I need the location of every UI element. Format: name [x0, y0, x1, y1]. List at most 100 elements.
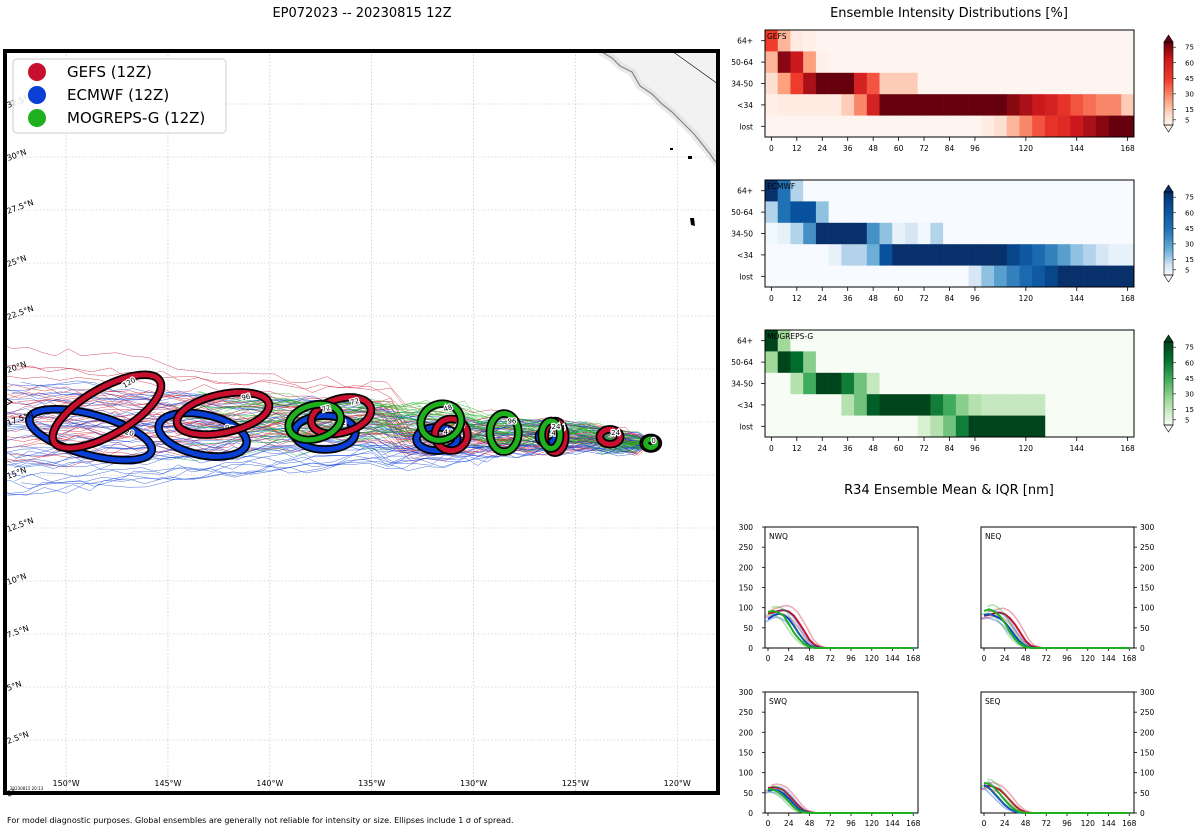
heatmap-cell	[866, 201, 880, 224]
heatmap-cell	[1057, 222, 1071, 245]
heatmap-cell	[790, 180, 804, 202]
colorbar-arrow-bottom	[1163, 274, 1174, 283]
heatmap-cell	[904, 51, 918, 74]
r34-panel-nwq: NWQ 0 24 48 72 96 120 144 168 0 50 100 150 200 250 300	[739, 523, 921, 663]
heatmap-cell	[1121, 94, 1135, 116]
heatmap-cell	[1057, 265, 1071, 288]
colorbar-segment	[1164, 362, 1173, 366]
heatmap-cell	[777, 115, 791, 138]
heatmap-cell	[815, 351, 829, 374]
heatmap-cell	[892, 222, 906, 245]
heatmap-cell	[943, 372, 957, 395]
r34-xtick-label: 144	[1101, 654, 1116, 663]
heatmap-cell	[892, 51, 906, 74]
heatmap-xtick-label: 84	[945, 294, 955, 303]
colorbar-tick-label: 60	[1185, 359, 1194, 367]
colorbar-arrow-top	[1163, 34, 1174, 43]
colorbar-segment	[1164, 414, 1173, 418]
heatmap-cell	[968, 51, 982, 74]
heatmap-row-label: lost	[739, 122, 753, 131]
heatmap-cell	[815, 30, 829, 52]
heatmap-cell	[930, 415, 944, 438]
heatmap-cell	[1070, 30, 1084, 52]
heatmap-cell	[981, 351, 995, 374]
heatmap-cell	[854, 415, 868, 438]
heatmap-cell	[1083, 222, 1097, 245]
heatmap-cell	[981, 115, 995, 138]
heatmap-cell	[1095, 115, 1109, 138]
heatmap-cell	[854, 351, 868, 374]
heatmap-cell	[1057, 51, 1071, 74]
heatmap-cell	[1019, 115, 1033, 138]
r34-ytick-label: 0	[1140, 644, 1145, 653]
heatmap-cell	[968, 222, 982, 245]
heatmap-xtick-label: 72	[919, 144, 929, 153]
r34-title: R34 Ensemble Mean & IQR [nm]	[844, 483, 1054, 498]
r34-ytick-label: 150	[1140, 584, 1155, 593]
heatmap-cell	[994, 372, 1008, 395]
colorbar-segment	[1164, 352, 1173, 355]
r34-ytick-label: 300	[739, 688, 754, 697]
heatmap-cell	[854, 115, 868, 138]
colorbar-tick-label: 75	[1185, 194, 1194, 202]
heatmap-cell	[994, 351, 1008, 374]
heatmap-cell	[1006, 115, 1020, 138]
heatmap-cell	[1070, 51, 1084, 74]
heatmap-xtick-label: 0	[769, 294, 774, 303]
heatmap-xtick-label: 120	[1019, 144, 1034, 153]
heatmap-cell	[917, 30, 931, 52]
heatmap-cell	[955, 394, 969, 416]
colorbar-tick-label: 45	[1185, 225, 1194, 233]
heatmap-cell	[1032, 180, 1046, 202]
heatmap-cell	[917, 372, 931, 395]
heatmap-cell	[981, 330, 995, 352]
heatmap-cell	[879, 415, 893, 438]
heatmap-cell	[1108, 201, 1122, 224]
heatmap-cell	[866, 72, 880, 95]
heatmap-cell	[1095, 51, 1109, 74]
heatmap-cell	[1121, 115, 1135, 138]
heatmap-cell	[1006, 180, 1020, 202]
heatmap-cell	[866, 115, 880, 138]
heatmap-xtick-label: 120	[1019, 444, 1034, 453]
coastline-west-edge	[5, 397, 14, 407]
ellipse-ring	[50, 372, 164, 451]
heatmap-cell	[892, 201, 906, 224]
heatmap-cell	[904, 351, 918, 374]
ellipse-ring	[643, 436, 659, 450]
r34-xtick-label: 48	[805, 819, 815, 828]
heatmap-cell	[981, 30, 995, 52]
colorbar-segment	[1164, 393, 1173, 397]
heatmap-xtick-label: 60	[894, 444, 904, 453]
heatmap-cell	[815, 415, 829, 438]
heatmap-cell	[1032, 94, 1046, 116]
colorbar-segment	[1164, 56, 1173, 60]
heatmap-cell	[892, 180, 906, 202]
heatmap-xtick-label: 36	[843, 444, 853, 453]
heatmap-cell	[917, 415, 931, 438]
ellipse-mogreps-g-24: 24	[537, 416, 565, 453]
heatmap-cell	[943, 72, 957, 95]
heatmap-model-label: MOGREPS-G	[767, 332, 813, 341]
track-mogreps-g	[174, 438, 653, 461]
heatmap-cell	[955, 51, 969, 74]
heatmap-cell	[1032, 244, 1046, 266]
heatmap-cell	[955, 330, 969, 352]
r34-xtick-label: 0	[982, 819, 987, 828]
heatmap-xtick-label: 12	[792, 294, 802, 303]
heatmap-cell	[841, 351, 855, 374]
colorbar-segment	[1164, 118, 1173, 122]
ellipse-hour-label: 72	[350, 397, 361, 407]
colorbar-segment	[1164, 379, 1173, 382]
island-3	[688, 156, 692, 159]
heatmap-cell	[1095, 265, 1109, 288]
footnote: For model diagnostic purposes. Global en…	[7, 816, 514, 825]
heatmap-cell	[1121, 222, 1135, 245]
heatmap-cell	[1032, 265, 1046, 288]
ellipse-hour-label: 48	[444, 428, 453, 436]
colorbar-segment	[1164, 272, 1173, 276]
heatmap-cell	[1108, 265, 1122, 288]
colorbar-segment	[1164, 264, 1173, 268]
